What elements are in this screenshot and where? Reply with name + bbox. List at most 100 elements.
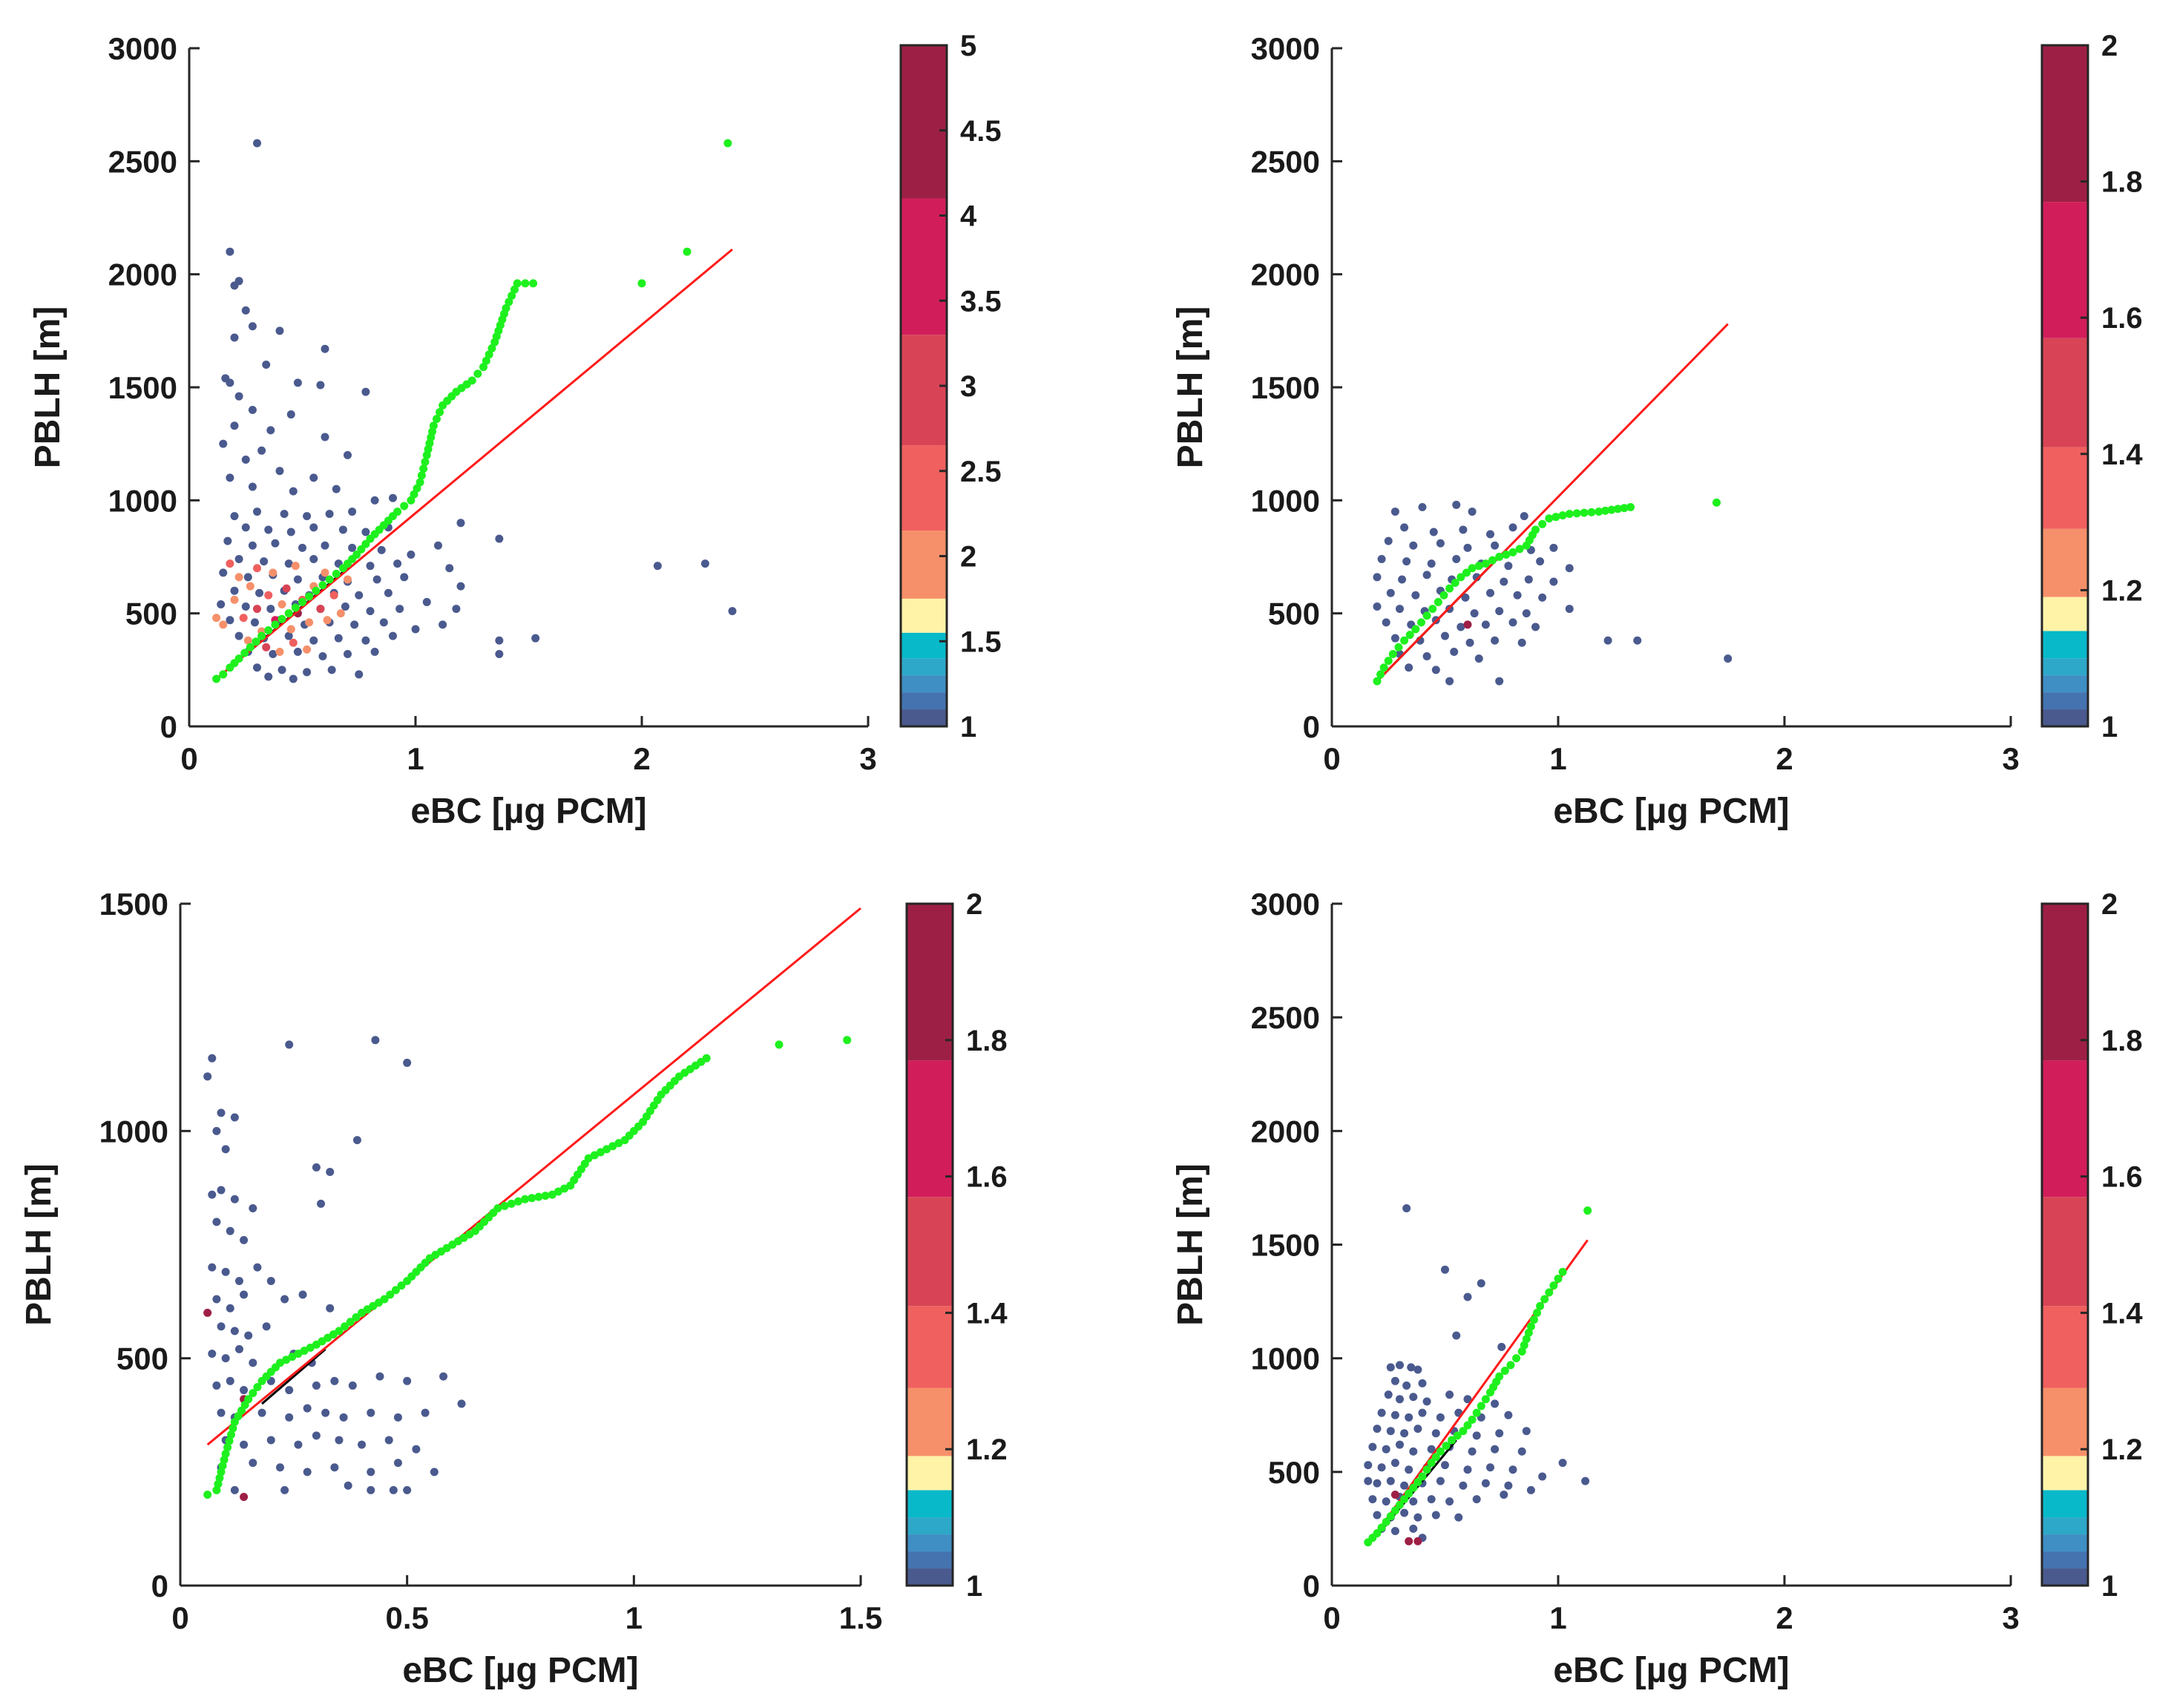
scatter-point [355,670,364,679]
scatter-point [377,545,386,554]
scatter-point [230,1113,239,1122]
scatter-point [316,605,325,614]
scatter-point [257,446,266,455]
scatter-point [303,668,312,677]
quantile-point [225,1436,234,1445]
scatter-point [367,1408,375,1417]
quantile-point [1488,556,1497,565]
scatter-point [1452,1331,1461,1340]
scatter-point [316,381,325,390]
scatter-point [1454,1513,1463,1522]
scatter-point [332,485,341,493]
colorbar-tick-label: 4 [960,200,977,233]
scatter-point [221,1145,230,1154]
colorbar-tick-label: 1 [960,711,976,743]
scatter-point [226,1376,234,1385]
scatter-point [1409,1393,1418,1402]
scatter-point [452,605,461,614]
quantile-point [521,1195,530,1203]
scatter-point [230,595,239,604]
x-tick-label: 0 [180,741,197,776]
quantile-point [702,1054,711,1062]
scatter-point [234,573,243,582]
scatter-point [1581,1477,1590,1485]
scatter-point [217,1322,226,1331]
quantile-point [1712,498,1721,507]
quantile-point [1453,1431,1462,1440]
quantile-point [223,1443,232,1452]
y-tick-label: 2500 [1251,1000,1320,1035]
scatter-point [330,1376,339,1385]
x-tick-label: 0.5 [385,1600,428,1635]
scatter-point [240,1290,249,1299]
quantile-point [212,674,221,683]
scatter-point [266,426,275,435]
scatter-point [361,387,370,396]
scatter-point [289,638,298,647]
quantile-point [1600,506,1609,515]
scatter-point [327,666,336,674]
quantile-point [393,508,402,516]
x-tick-label: 1 [625,1600,643,1635]
x-axis-label: eBC [µg PCM] [1553,1651,1789,1690]
quantile-point [219,670,228,679]
y-tick-label: 500 [1268,1455,1320,1490]
quantile-point [1459,1427,1468,1436]
quantile-point [391,1286,400,1295]
scatter-point [1459,1481,1468,1490]
scatter-point [1472,1495,1481,1504]
quantile-point [244,1395,253,1404]
scatter-point [249,1203,257,1212]
x-axis-label: eBC [µg PCM] [402,1651,638,1690]
scatter-point [203,1308,212,1317]
quantile-point [1500,1367,1509,1376]
scatter-point [1418,1408,1427,1417]
colorbar-tick-label: 2 [2101,888,2118,921]
scatter-point [1373,1479,1382,1488]
quantile-point [288,1353,297,1362]
quantile-point [300,1346,309,1355]
scatter-point [344,575,352,584]
quantile-point [1394,643,1403,651]
scatter-series [1364,1203,1590,1546]
quantile-point [1517,1347,1526,1356]
scatter-point [412,1445,421,1454]
quantile-point [1390,1506,1399,1515]
quantile-series [1373,498,1721,686]
scatter-point [1427,559,1436,568]
scatter-point [1400,1508,1409,1517]
scatter-point [312,1381,321,1390]
y-tick-label: 0 [1303,1569,1320,1603]
colorbar-tick-label: 2 [2101,30,2118,62]
quantile-point [318,581,327,590]
quantile-point [1495,1372,1504,1381]
quantile-point [521,279,530,288]
quantile-point [1524,1328,1533,1337]
scatter-point [309,473,318,482]
quantile-point [346,1318,355,1327]
scatter-point [1364,1477,1373,1485]
scatter-point [1452,555,1461,564]
scatter-point [456,519,465,528]
x-tick-label: 1 [407,741,424,776]
x-tick-label: 1 [1549,1600,1566,1635]
quantile-point [400,502,409,510]
scatter-point [1418,502,1427,511]
scatter-point [1405,1465,1413,1474]
scatter-point [217,1408,226,1417]
scatter-point [1558,1459,1567,1468]
quantile-point [203,1490,212,1499]
colorbar-band [2042,1456,2088,1491]
colorbar-tick-label: 3 [960,370,976,403]
quantile-series [1364,1206,1592,1547]
scatter-point [411,625,420,634]
scatter-point [379,618,388,627]
quantile-point [1448,1436,1457,1445]
scatter-point [303,512,312,521]
quantile-point [1538,519,1547,528]
scatter-point [226,247,234,256]
x-tick-label: 2 [1776,741,1793,776]
quantile-point [306,1343,315,1352]
y-tick-label: 1000 [99,1114,168,1149]
scatter-point [384,1436,393,1445]
